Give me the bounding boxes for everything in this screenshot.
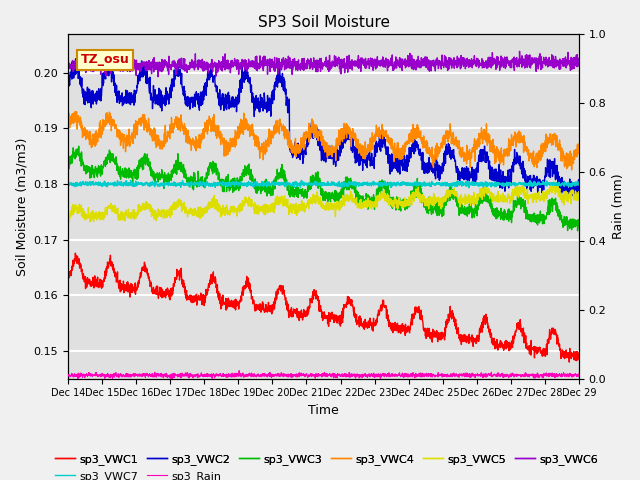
Y-axis label: Soil Moisture (m3/m3): Soil Moisture (m3/m3) [15,137,28,276]
sp3_Rain [207,373,214,379]
sp3_VWC5 [338,201,346,206]
sp3_VWC7 [64,180,72,186]
Title: SP3 Soil Moisture: SP3 Soil Moisture [257,15,390,30]
sp3_VWC2 [575,182,583,188]
sp3_VWC6 [207,66,214,72]
Line: sp3_VWC7: sp3_VWC7 [68,180,579,188]
sp3_VWC3 [575,219,583,225]
sp3_VWC5 [545,191,552,196]
sp3_VWC2 [349,135,357,141]
sp3_VWC5 [207,204,214,209]
sp3_VWC4 [545,135,552,141]
sp3_VWC2 [530,173,538,179]
sp3_VWC1 [545,341,552,347]
sp3_VWC5 [472,200,479,206]
sp3_VWC5 [64,210,72,216]
sp3_VWC7 [349,181,357,187]
sp3_VWC7 [448,185,456,191]
sp3_VWC6 [472,61,479,67]
sp3_VWC2 [545,165,552,171]
sp3_Rain [575,372,583,378]
X-axis label: Time: Time [308,404,339,417]
sp3_Rain [349,372,357,377]
Text: TZ_osu: TZ_osu [81,53,129,66]
sp3_VWC7 [531,179,538,184]
sp3_VWC3 [338,191,346,197]
sp3_VWC1 [530,344,538,349]
sp3_VWC4 [71,109,79,115]
sp3_VWC1 [64,275,72,280]
sp3_VWC1 [472,336,479,342]
sp3_VWC4 [338,126,346,132]
sp3_VWC2 [472,174,479,180]
Line: sp3_VWC2: sp3_VWC2 [68,59,579,197]
sp3_VWC1 [349,305,357,311]
sp3_VWC1 [72,250,79,256]
Legend: sp3_VWC1, sp3_VWC2, sp3_VWC3, sp3_VWC4, sp3_VWC5, sp3_VWC6: sp3_VWC1, sp3_VWC2, sp3_VWC3, sp3_VWC4, … [51,450,603,469]
sp3_VWC1 [338,312,346,317]
Line: sp3_VWC4: sp3_VWC4 [68,112,579,170]
sp3_Rain [64,373,72,379]
Line: sp3_VWC3: sp3_VWC3 [68,146,579,231]
sp3_VWC4 [207,123,214,129]
Y-axis label: Rain (mm): Rain (mm) [612,174,625,239]
sp3_VWC5 [90,219,97,225]
sp3_VWC3 [64,165,72,170]
sp3_VWC6 [338,64,346,70]
sp3_VWC4 [472,145,479,151]
sp3_VWC7 [207,181,214,187]
sp3_VWC3 [349,186,357,192]
sp3_VWC5 [349,197,357,203]
Line: sp3_VWC5: sp3_VWC5 [68,182,579,222]
sp3_VWC1 [207,274,214,279]
Line: sp3_Rain: sp3_Rain [68,371,579,379]
Legend: sp3_VWC7, sp3_Rain: sp3_VWC7, sp3_Rain [51,467,226,480]
sp3_VWC7 [575,179,583,185]
sp3_VWC1 [565,359,573,365]
sp3_Rain [531,374,538,380]
sp3_VWC2 [72,56,79,62]
sp3_VWC7 [545,180,552,185]
sp3_VWC2 [573,194,581,200]
sp3_VWC3 [530,216,538,222]
sp3_VWC6 [575,63,583,69]
sp3_VWC6 [349,60,357,66]
Line: sp3_VWC1: sp3_VWC1 [68,253,579,362]
Line: sp3_VWC6: sp3_VWC6 [68,51,579,77]
sp3_VWC4 [64,120,72,125]
sp3_Rain [545,373,552,379]
sp3_VWC7 [338,182,346,188]
sp3_VWC6 [545,56,552,62]
sp3_VWC6 [516,48,524,54]
sp3_VWC6 [64,65,72,71]
sp3_Rain [472,372,480,378]
sp3_VWC6 [531,55,538,60]
sp3_VWC3 [573,228,581,234]
sp3_VWC6 [154,74,162,80]
sp3_VWC2 [207,73,214,79]
sp3_VWC4 [575,147,583,153]
sp3_VWC5 [551,180,559,185]
sp3_VWC3 [75,143,83,149]
sp3_VWC1 [575,352,583,358]
sp3_VWC3 [472,210,479,216]
sp3_VWC2 [338,136,346,142]
sp3_VWC7 [127,178,134,183]
sp3_VWC4 [568,167,575,173]
sp3_VWC4 [530,156,538,161]
sp3_VWC5 [575,189,583,195]
sp3_Rain [74,376,82,382]
sp3_Rain [339,371,346,377]
sp3_VWC4 [349,129,357,135]
sp3_VWC2 [64,89,72,95]
sp3_VWC3 [207,160,214,166]
sp3_VWC3 [545,210,552,216]
sp3_VWC5 [530,196,538,202]
sp3_VWC7 [472,182,480,188]
sp3_Rain [236,368,243,373]
